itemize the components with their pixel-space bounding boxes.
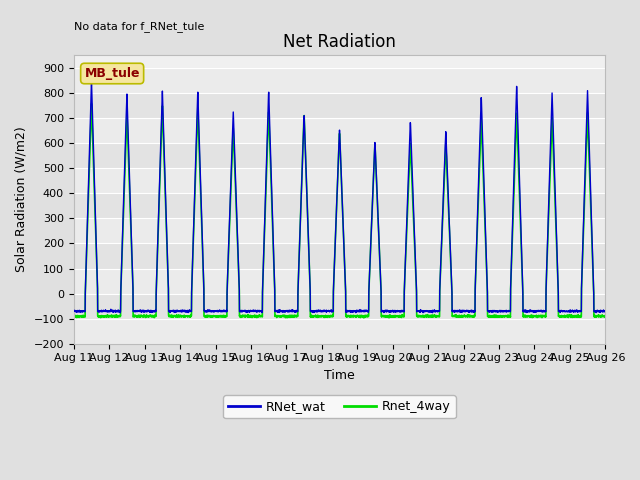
RNet_wat [534,308,541,313]
RNet_wat [274,309,282,314]
Text: No data for f_RNet_tule: No data for f_RNet_tule [74,22,204,33]
RNet_wat [591,308,599,314]
RNet_wat [88,79,95,84]
Bar [74,218,605,243]
Bar [74,319,605,344]
Bar [74,268,605,294]
RNet_wat [602,308,609,314]
Line: Rnet_4way: Rnet_4way [74,104,605,318]
Rnet_4way [274,313,282,319]
RNet_wat [163,216,170,222]
Rnet_4way [591,313,599,319]
Bar [74,294,605,319]
Line: RNet_wat: RNet_wat [74,82,605,313]
Rnet_4way [88,101,95,107]
Rnet_4way [385,315,393,321]
RNet_wat [116,310,124,316]
RNet_wat [297,201,305,206]
Bar [74,243,605,268]
Legend: RNet_wat, Rnet_4way: RNet_wat, Rnet_4way [223,395,456,418]
Bar [74,168,605,193]
Text: MB_tule: MB_tule [84,67,140,80]
Y-axis label: Solar Radiation (W/m2): Solar Radiation (W/m2) [15,127,28,273]
Bar [74,68,605,93]
Bar [74,93,605,118]
Rnet_4way [131,312,138,318]
X-axis label: Time: Time [324,369,355,382]
RNet_wat [131,309,139,314]
Rnet_4way [163,218,170,224]
RNet_wat [70,308,77,314]
Bar [74,118,605,143]
Bar [74,143,605,168]
Rnet_4way [70,314,77,320]
Rnet_4way [297,207,305,213]
Rnet_4way [534,313,541,319]
Rnet_4way [602,314,609,320]
Title: Net Radiation: Net Radiation [283,33,396,51]
Bar [74,193,605,218]
